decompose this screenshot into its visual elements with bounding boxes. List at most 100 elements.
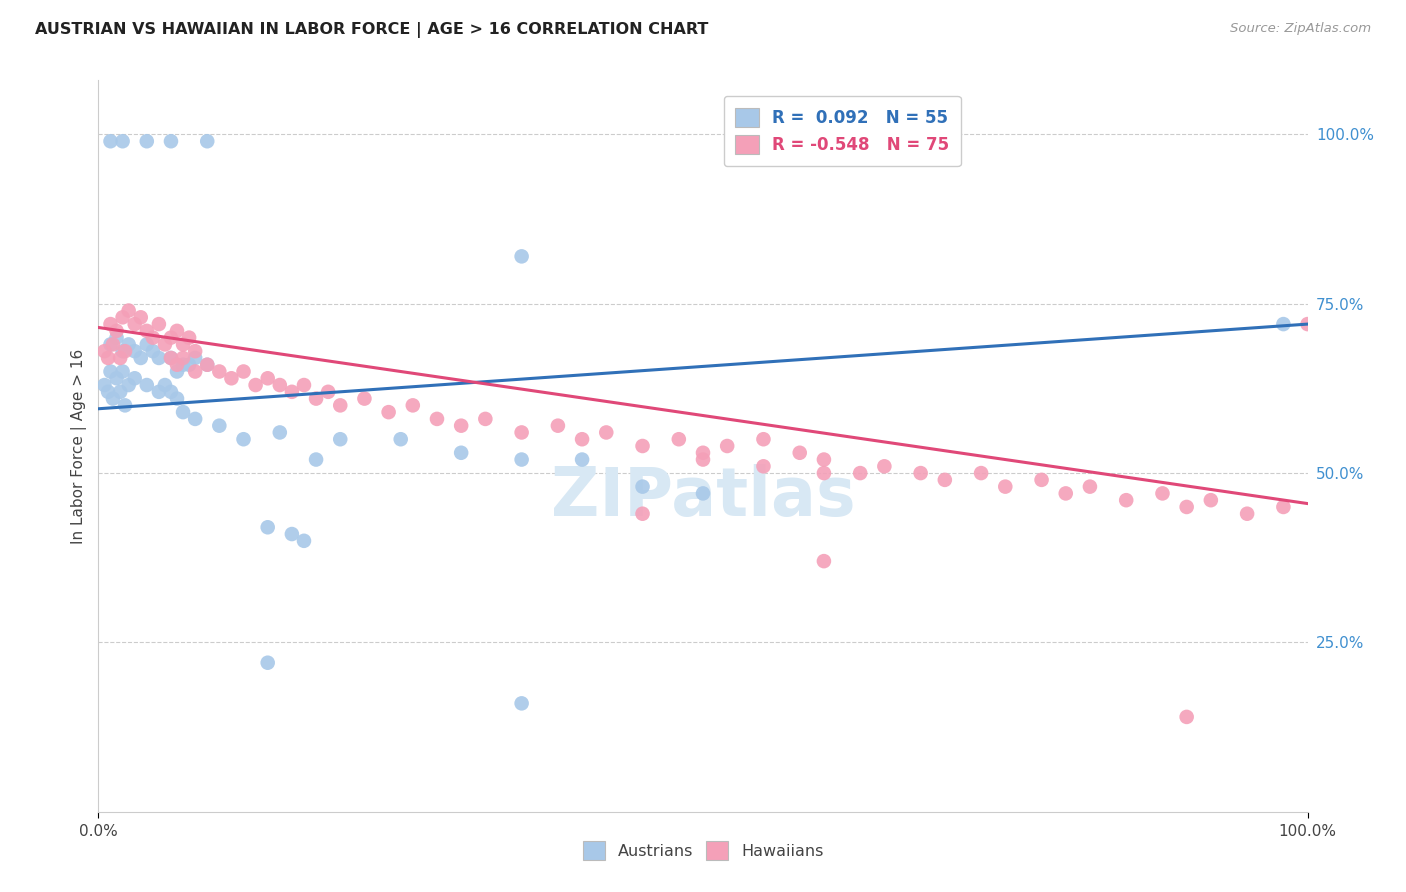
Point (166, 364, 188, 378)
Point (426, 412, 449, 426)
Point (124, 344, 146, 359)
Point (100, 317, 122, 331)
Point (292, 378, 315, 392)
Point (142, 344, 165, 359)
Point (329, 432, 352, 446)
Point (160, 351, 183, 365)
Point (166, 358, 188, 372)
Point (752, 432, 775, 446)
Point (716, 439, 738, 453)
Point (1115, 493, 1137, 508)
Point (111, 344, 134, 359)
Point (148, 351, 170, 365)
Point (571, 432, 593, 446)
Point (813, 466, 835, 480)
Point (97, 384, 120, 399)
Point (692, 446, 714, 460)
Point (474, 412, 496, 426)
Point (142, 331, 165, 345)
Point (111, 134, 134, 148)
Point (510, 697, 533, 711)
Point (129, 351, 152, 365)
Point (510, 249, 533, 263)
Point (595, 425, 617, 440)
Point (1054, 486, 1077, 500)
Point (631, 439, 654, 453)
Point (118, 337, 141, 351)
Point (160, 384, 183, 399)
Point (100, 134, 122, 148)
Point (873, 459, 896, 474)
Point (377, 405, 399, 419)
Point (353, 392, 375, 406)
Point (97, 351, 120, 365)
Point (813, 554, 835, 568)
Point (148, 384, 170, 399)
Point (160, 351, 183, 365)
Point (184, 364, 207, 378)
Point (752, 459, 775, 474)
Point (269, 378, 291, 392)
Point (1199, 493, 1222, 508)
Point (1296, 317, 1319, 331)
Point (208, 418, 231, 433)
Point (105, 324, 128, 338)
Point (195, 134, 218, 148)
Point (184, 344, 207, 359)
Point (256, 371, 278, 385)
Point (108, 384, 131, 399)
Point (934, 473, 956, 487)
Point (668, 432, 690, 446)
Point (160, 134, 183, 148)
Point (1152, 486, 1174, 500)
Point (970, 466, 993, 480)
Point (101, 392, 124, 406)
Point (1031, 473, 1053, 487)
Point (208, 364, 231, 378)
Point (256, 520, 278, 534)
Point (547, 418, 569, 433)
Point (450, 446, 472, 460)
Point (281, 384, 304, 399)
Text: Source: ZipAtlas.com: Source: ZipAtlas.com (1230, 22, 1371, 36)
Point (281, 527, 304, 541)
Point (510, 452, 533, 467)
Point (148, 317, 170, 331)
Point (100, 364, 122, 378)
Point (292, 533, 315, 548)
Point (93, 344, 115, 359)
Y-axis label: In Labor Force | Age > 16: In Labor Force | Age > 16 (72, 349, 87, 543)
Point (100, 337, 122, 351)
Point (571, 452, 593, 467)
Point (105, 371, 128, 385)
Point (1272, 317, 1295, 331)
Point (1272, 500, 1295, 514)
Point (789, 446, 811, 460)
Point (105, 331, 128, 345)
Point (160, 331, 183, 345)
Point (172, 337, 194, 351)
Point (129, 310, 152, 325)
Point (402, 398, 425, 412)
Point (195, 358, 218, 372)
Point (232, 364, 254, 378)
Point (135, 134, 157, 148)
Point (114, 398, 136, 412)
Point (195, 358, 218, 372)
Point (101, 337, 124, 351)
Point (692, 452, 714, 467)
Point (166, 324, 188, 338)
Point (329, 398, 352, 412)
Point (221, 371, 243, 385)
Point (1078, 480, 1101, 494)
Point (305, 452, 328, 467)
Point (118, 303, 141, 318)
Legend: Austrians, Hawaiians: Austrians, Hawaiians (576, 835, 830, 866)
Point (232, 432, 254, 446)
Point (389, 432, 412, 446)
Point (135, 324, 157, 338)
Point (1175, 710, 1198, 724)
Point (994, 480, 1017, 494)
Point (245, 378, 267, 392)
Point (305, 392, 328, 406)
